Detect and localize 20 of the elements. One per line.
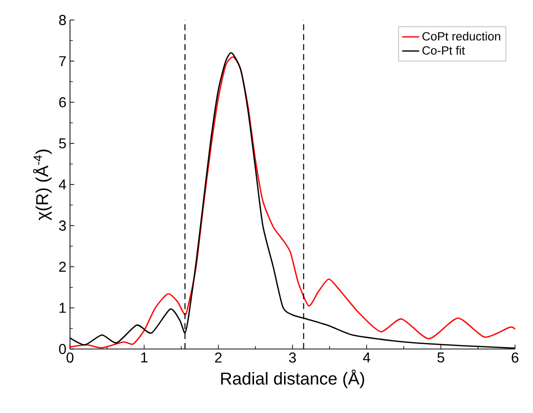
y-tick-label: 4 [58, 180, 66, 190]
x-tick-label: 5 [437, 352, 444, 363]
x-tick-label: 2 [215, 352, 222, 363]
x-tick-label: 4 [363, 352, 370, 362]
y-tick-label: 5 [59, 138, 66, 148]
y-tick-label: 0 [59, 344, 66, 354]
y-tick-label: 7 [59, 56, 66, 66]
y-tick-label: 1 [60, 302, 66, 313]
x-tick-label: 3 [289, 352, 296, 363]
y-tick-label: 8 [59, 14, 66, 26]
y-tick-label: 2 [59, 262, 66, 272]
y-tick-label: 6 [59, 97, 66, 108]
x-tick-label: 0 [66, 352, 74, 363]
y-axis-title: χ(R) (Å$^{-4}$) [33, 150, 52, 220]
x-tick-label: 1 [141, 352, 148, 362]
y-tick-label: 3 [59, 220, 66, 231]
x-axis-title: Radial distance (Å) [221, 370, 364, 388]
x-tick-label: 6 [512, 352, 518, 363]
legend-label: CoPt reduction [422, 32, 500, 41]
legend-label: Co-Pt fit [422, 46, 465, 55]
